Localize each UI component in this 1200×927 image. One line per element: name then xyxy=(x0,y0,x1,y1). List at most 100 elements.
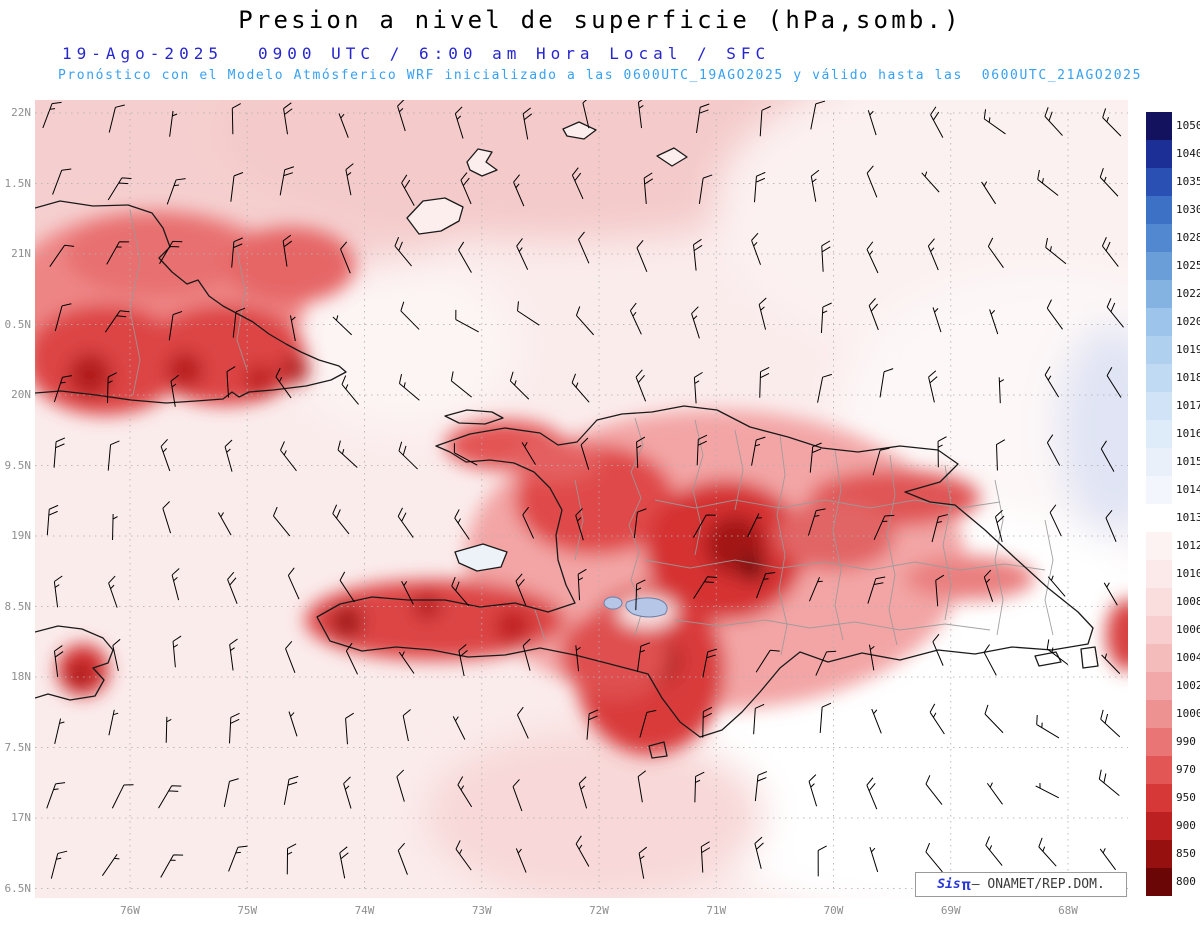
colorbar-value-label: 1022 xyxy=(1176,287,1200,300)
wind-barb xyxy=(575,835,590,867)
wind-barb xyxy=(817,845,827,877)
wind-barb xyxy=(158,785,182,809)
wind-barb xyxy=(46,504,59,536)
wind-barb xyxy=(521,441,536,465)
colorbar-value-label: 1002 xyxy=(1176,679,1200,692)
colorbar-segment xyxy=(1146,196,1172,224)
wind-barb xyxy=(928,370,938,403)
wind-barb xyxy=(394,236,412,267)
wind-barb xyxy=(53,375,73,403)
wind-barb xyxy=(1101,237,1119,267)
lat-tick-label: 18N xyxy=(11,670,31,683)
wind-barb xyxy=(871,708,882,734)
pressure-core-layer xyxy=(35,210,1128,755)
wind-barb xyxy=(575,508,584,541)
wind-barb xyxy=(108,104,125,133)
wind-barb xyxy=(925,842,943,873)
cuba-coastline xyxy=(35,200,347,404)
wind-barb xyxy=(571,167,584,200)
wind-barb xyxy=(817,373,832,403)
colorbar-segment xyxy=(1146,728,1172,756)
wind-barb xyxy=(111,784,134,809)
wind-barb xyxy=(984,704,1004,734)
cay-island-west xyxy=(562,121,597,140)
colorbar-value-label: 1006 xyxy=(1176,623,1200,636)
map-plot-area: Sis π — ONAMET/REP.DOM. xyxy=(35,100,1128,898)
wind-barb xyxy=(983,109,1006,135)
wind-barb xyxy=(283,775,299,805)
wind-barb xyxy=(1105,510,1117,542)
wind-barb xyxy=(522,638,531,671)
wind-barb xyxy=(107,372,117,404)
colorbar-value-label: 1012 xyxy=(1176,539,1200,552)
wind-barb xyxy=(159,240,183,265)
wind-barb xyxy=(54,303,72,332)
wind-barb xyxy=(339,846,349,879)
colorbar-value-label: 800 xyxy=(1176,875,1196,888)
wind-barb xyxy=(228,712,240,744)
wind-barb xyxy=(283,102,293,135)
colorbar-segment xyxy=(1146,672,1172,700)
wind-barb xyxy=(751,436,766,466)
wind-barb xyxy=(172,635,182,668)
colorbar-value-label: 1017 xyxy=(1176,399,1200,412)
wind-barb xyxy=(873,514,895,540)
wind-barb xyxy=(586,709,599,740)
lon-tick-label: 68W xyxy=(1058,904,1078,917)
lon-tick-label: 71W xyxy=(706,904,727,917)
wind-barb xyxy=(636,642,651,672)
wind-barb xyxy=(230,172,244,202)
wind-barb xyxy=(162,501,172,534)
wind-barb xyxy=(286,843,297,875)
wind-barb xyxy=(983,644,997,676)
beata-island xyxy=(648,741,668,759)
wind-barb xyxy=(986,782,1003,805)
colorbar-segment xyxy=(1146,700,1172,728)
colorbar-segment xyxy=(1146,812,1172,840)
wind-barb xyxy=(345,642,359,675)
wind-barb xyxy=(702,648,718,678)
colorbar xyxy=(1146,112,1172,896)
wind-barb xyxy=(454,106,464,139)
mona-island xyxy=(1080,646,1099,669)
wind-barb xyxy=(1044,107,1063,136)
colorbar-segment xyxy=(1146,840,1172,868)
wind-barb xyxy=(985,836,1003,866)
colorbar-segment xyxy=(1146,868,1172,896)
wind-barb xyxy=(867,576,886,604)
wind-barb xyxy=(808,774,818,807)
wind-barb xyxy=(168,310,183,341)
turks-island-small xyxy=(466,148,498,177)
lon-tick-label: 70W xyxy=(823,904,844,917)
wind-barb xyxy=(1101,653,1121,674)
wind-barb xyxy=(224,439,233,472)
wind-barb xyxy=(754,836,764,869)
wind-barb xyxy=(571,373,590,403)
colorbar-value-label: 1004 xyxy=(1176,651,1200,664)
wind-barb xyxy=(696,434,708,466)
colorbar-segment xyxy=(1146,616,1172,644)
wind-barb xyxy=(629,302,642,335)
wind-barb xyxy=(515,573,527,606)
colorbar-segment xyxy=(1146,168,1172,196)
colorbar-value-label: 850 xyxy=(1176,847,1196,860)
colorbar-segment xyxy=(1146,448,1172,476)
wind-barb xyxy=(332,504,350,535)
lat-tick-label: 17N xyxy=(11,811,31,824)
colorbar-value-label: 1015 xyxy=(1176,455,1200,468)
wind-barb xyxy=(515,848,527,873)
wind-barb xyxy=(575,306,595,336)
wind-barb xyxy=(754,771,768,802)
colorbar-value-label: 1020 xyxy=(1176,315,1200,328)
wind-barb xyxy=(578,776,588,809)
wind-barb xyxy=(1049,504,1062,537)
wind-barb xyxy=(692,514,716,538)
valid-time-line: 19-Ago-2025 0900 UTC / 6:00 am Hora Loca… xyxy=(0,44,1200,64)
colorbar-value-label: 1016 xyxy=(1176,427,1200,440)
wind-barb xyxy=(633,508,647,539)
wind-barb xyxy=(112,638,121,672)
pressure-field-svg xyxy=(35,100,1128,898)
wind-barb xyxy=(807,508,826,536)
colorbar-segment xyxy=(1146,392,1172,420)
wind-barb xyxy=(458,644,468,677)
